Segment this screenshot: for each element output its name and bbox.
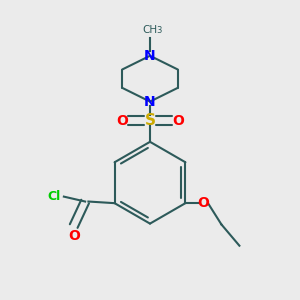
Text: S: S: [145, 113, 155, 128]
Text: CH: CH: [142, 25, 158, 34]
Text: O: O: [197, 196, 209, 210]
Text: 3: 3: [156, 26, 161, 35]
Text: O: O: [116, 114, 128, 128]
Text: Cl: Cl: [47, 190, 61, 203]
Text: N: N: [144, 94, 156, 109]
Text: N: N: [144, 49, 156, 63]
Text: O: O: [172, 114, 184, 128]
Text: O: O: [68, 229, 80, 243]
